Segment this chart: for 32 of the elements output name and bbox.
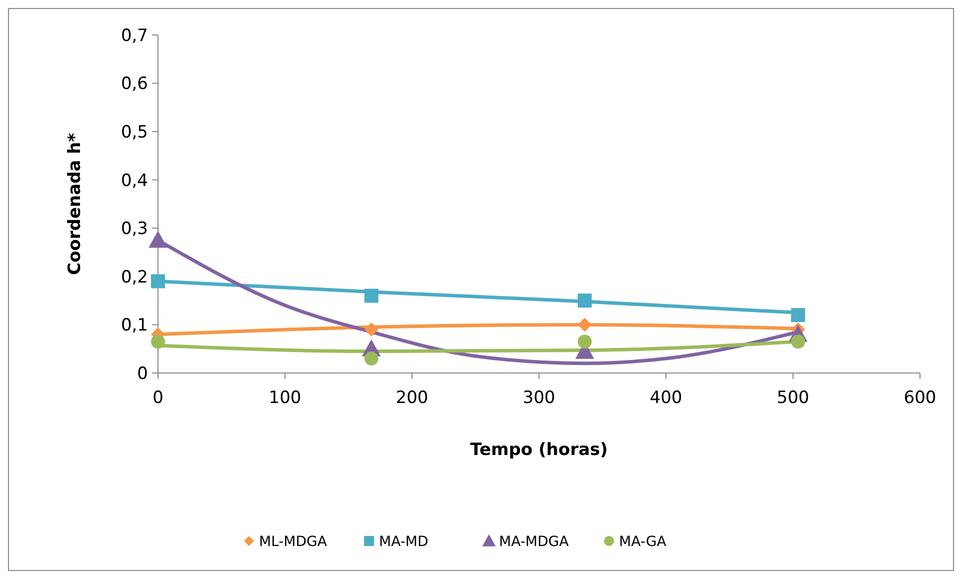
y-tick-label: 0,3 — [120, 219, 148, 240]
y-tick-label: 0,6 — [120, 74, 148, 94]
point — [151, 334, 165, 349]
legend-label: MA-MDGA — [499, 534, 570, 550]
legend-label: MA-MD — [379, 534, 428, 550]
x-tick-label: 100 — [268, 388, 302, 408]
legend-label: MA-GA — [619, 534, 667, 550]
x-tick-label: 600 — [904, 388, 936, 408]
point — [148, 230, 168, 248]
y-tick-label: 0,1 — [120, 316, 148, 336]
y-tick-label: 0 — [137, 364, 148, 384]
y-tick-label: 0,7 — [120, 26, 148, 46]
x-tick-label: 500 — [776, 388, 810, 408]
point — [791, 334, 806, 349]
x-tick-label: 400 — [650, 388, 682, 408]
point — [364, 352, 378, 366]
y-tick-label: 0,5 — [120, 122, 148, 143]
x-tick-label: 0 — [152, 388, 164, 408]
point — [151, 274, 165, 288]
point — [364, 288, 378, 303]
legend-label: ML-MDGA — [259, 534, 328, 550]
x-tick-label: 300 — [522, 388, 556, 408]
point — [578, 294, 592, 308]
x-axis-title: Tempo (horas) — [470, 440, 608, 460]
y-tick-label: 0,2 — [120, 267, 148, 288]
point — [364, 322, 378, 337]
x-tick-label: 200 — [396, 388, 428, 408]
y-axis-title: Coordenada h* — [65, 132, 85, 276]
y-tick-label: 0,4 — [120, 170, 148, 191]
point — [791, 308, 806, 322]
point — [578, 334, 592, 349]
point — [578, 318, 592, 332]
